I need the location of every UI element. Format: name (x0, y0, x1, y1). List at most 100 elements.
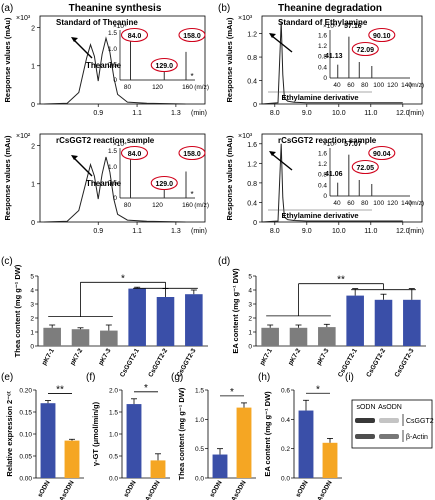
inset-x-tick-label: 80 (361, 82, 369, 89)
inset-y-tick-label: 0.5 (108, 179, 117, 186)
inset-x-tick-label: 140 (401, 82, 412, 89)
inset-x-tick-label: 40 (333, 200, 341, 207)
x-axis-label: (min) (408, 110, 424, 117)
x-tick-label: pK7-1 (41, 347, 56, 366)
title-degradation: Theanine degradation (278, 3, 382, 14)
inset-y-tick-label: 1.5 (108, 148, 117, 155)
x-tick-label: sODN (295, 479, 310, 498)
inset-y-tick-label: 0.4 (318, 64, 327, 71)
arrow-head (71, 37, 78, 42)
y-tick-label: 0 (30, 344, 34, 351)
star-marker: * (191, 72, 194, 81)
x-tick-label: 1.3 (171, 228, 181, 235)
y-tick-label: 0 (248, 344, 252, 351)
y-tick-label: 2 (31, 143, 35, 150)
y-tick-label: 1 (31, 64, 35, 71)
inset-x-tick-label: 120 (152, 84, 163, 91)
inset-x-tick-label: 120 (152, 202, 163, 209)
significance-label: * (121, 273, 125, 284)
title-synthesis: Theanine synthesis (69, 3, 162, 14)
inset-exponent: ×10⁶ (323, 141, 337, 148)
x-tick-label: 8.0 (270, 228, 280, 235)
inset-y-tick-label: 1.2 (318, 43, 327, 50)
bar (374, 299, 393, 346)
mz-label: 57.07 (344, 141, 362, 148)
y-axis-label: EA content (mg g⁻¹ DW) (263, 391, 272, 477)
y-tick-label: 0 (253, 220, 257, 227)
bar (212, 454, 228, 478)
chromatogram-trace (261, 21, 403, 105)
inset-y-tick-label: 1.5 (108, 30, 117, 37)
inset-y-tick-label: 0.4 (318, 182, 327, 189)
y-tick-label: 1.5 (109, 410, 118, 417)
inset-x-tick-label: 120 (387, 200, 398, 207)
x-axis-label: (min) (408, 228, 424, 235)
y-exponent: ×10³ (16, 15, 31, 22)
x-tick-label: CsGGT2-2 (365, 347, 387, 378)
x-tick-label: 11.0 (364, 110, 377, 117)
bar (71, 329, 90, 346)
significance-label: * (316, 384, 320, 395)
mz-label: 90.04 (373, 151, 391, 158)
blot-frame (351, 399, 433, 449)
bar-chart-d: 0 1 2 3 4 5 EA content (mg g⁻¹ DW) pK7-1 pK7-2 pK… (231, 268, 426, 379)
peak-label: Theanine (86, 61, 122, 70)
y-tick-label: 2 (248, 316, 252, 323)
blot-lane-label: sODN (356, 404, 375, 411)
mz-label: 72.09 (357, 47, 375, 54)
mz-label: 129.0 (155, 181, 173, 188)
y-tick-label: 1 (31, 182, 35, 189)
bar (298, 410, 314, 478)
inset-x-tick-label: 100 (373, 82, 384, 89)
y-axis-label: EA content (mg g⁻¹ DW) (231, 268, 240, 354)
bar (322, 442, 338, 478)
bar-chart-g: 0.0 0.5 1.0 1.5 Thea content (mg g⁻¹ DW) sODN… (177, 387, 256, 500)
inset-y-tick-label: 1.6 (318, 150, 327, 157)
y-tick-label: 0 (253, 102, 257, 109)
y-tick-label: 5 (30, 274, 34, 281)
y-tick-label: 1 (30, 330, 34, 337)
y-tick-label: 2 (31, 25, 35, 32)
x-tick-label: AsODN (144, 479, 162, 500)
inset-y-tick-label: 0.5 (108, 61, 117, 68)
mz-ring (351, 41, 379, 57)
y-tick-label: 0.20 (19, 388, 32, 395)
x-tick-label: 0.9 (93, 228, 103, 235)
blot-band (355, 418, 375, 423)
significance-label: * (144, 383, 148, 394)
inset-x-tick-label: 60 (347, 82, 355, 89)
mz-label: 90.10 (373, 33, 391, 40)
y-tick-label: 3 (30, 302, 34, 309)
inset-x-unit: (m/z) (409, 200, 424, 207)
blot-lane-label: AsODN (378, 404, 402, 411)
y-tick-label: 0.4 (247, 79, 257, 86)
y-tick-label: 0.5 (109, 454, 118, 461)
bar (185, 294, 203, 346)
inset-y-tick-label: 1.2 (318, 161, 327, 168)
bar-chart-e: 0.00 0.05 0.10 0.15 0.20 Relative expression … (5, 385, 84, 500)
x-tick-label: 1.3 (171, 110, 181, 117)
peak-label: Ethylamine derivative (281, 211, 358, 220)
mz-label: 158.0 (183, 151, 201, 158)
inset-exponent: ×10⁶ (323, 23, 337, 30)
inset-x-unit: (m/z) (194, 84, 209, 91)
y-exponent: ×10³ (238, 15, 253, 22)
x-tick-label: pK7-3 (315, 347, 330, 366)
chromatogram-b2: rCsGGT2 reaction sample ×10³ 1.6 1.2 0.8 0.4 0… (225, 133, 424, 235)
ms-inset-b1: ×10⁶ 1.6 1.2 0.8 0.4 0 40 60 80 100 120 140(m/z) 41.… (318, 23, 424, 89)
bar (126, 404, 142, 478)
mz-ring (120, 27, 149, 43)
x-tick-label: CsGGT2-1 (119, 347, 141, 378)
y-tick-label: 0.0 (109, 476, 118, 483)
x-tick-label: CsGGT2-3 (394, 347, 416, 378)
x-tick-label: 8.0 (270, 110, 280, 117)
y-tick-label: 0.4 (281, 417, 290, 424)
y-tick-label: 1.6 (247, 142, 257, 149)
star-marker: * (191, 190, 194, 199)
y-axis-label: Response values (mAu) (3, 135, 12, 221)
x-tick-label: CsGGT2-2 (147, 347, 169, 378)
x-tick-label: pK7-2 (287, 347, 302, 366)
